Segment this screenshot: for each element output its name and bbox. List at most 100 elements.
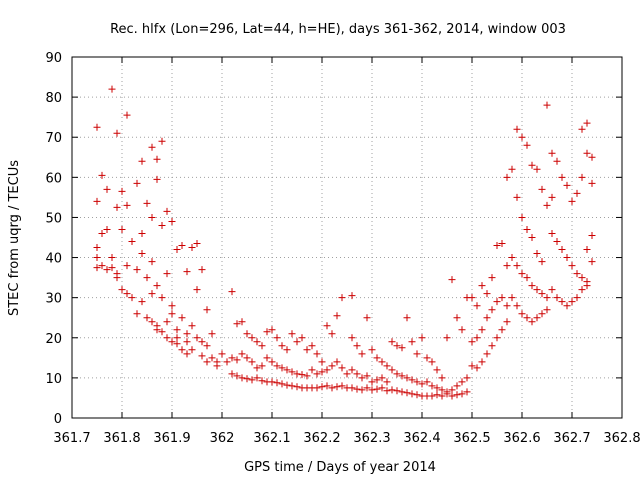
data-point-marker — [378, 374, 386, 382]
data-point-marker — [238, 374, 246, 382]
data-point-marker — [408, 390, 416, 398]
data-point-marker — [168, 217, 176, 225]
data-point-marker — [308, 366, 316, 374]
data-point-marker — [278, 342, 286, 350]
data-point-marker — [118, 187, 126, 195]
data-point-marker — [183, 338, 191, 346]
data-point-marker — [123, 262, 131, 270]
data-point-marker — [93, 264, 101, 272]
data-point-marker — [548, 286, 556, 294]
data-point-marker — [578, 173, 586, 181]
data-point-marker — [268, 358, 276, 366]
data-point-marker — [568, 298, 576, 306]
y-tick-label: 20 — [45, 332, 62, 347]
data-point-marker — [153, 282, 161, 290]
data-point-marker — [453, 382, 461, 390]
data-point-marker — [483, 350, 491, 358]
data-point-marker — [318, 383, 326, 391]
data-point-marker — [378, 384, 386, 392]
data-point-marker — [203, 342, 211, 350]
data-point-marker — [488, 342, 496, 350]
data-point-marker — [328, 384, 336, 392]
data-point-marker — [368, 378, 376, 386]
data-point-marker — [373, 376, 381, 384]
data-point-marker — [243, 354, 251, 362]
data-point-marker — [113, 203, 121, 211]
data-point-marker — [493, 334, 501, 342]
data-point-marker — [253, 364, 261, 372]
data-point-marker — [143, 314, 151, 322]
data-point-marker — [403, 374, 411, 382]
data-point-marker — [528, 234, 536, 241]
data-point-marker — [153, 155, 161, 163]
data-point-marker — [538, 290, 546, 298]
data-point-marker — [503, 302, 511, 310]
data-point-marker — [348, 384, 356, 392]
data-point-marker — [383, 378, 391, 386]
y-tick-label: 90 — [45, 51, 62, 66]
x-tick-label: 362.7 — [553, 431, 590, 446]
x-tick-label: 362.3 — [353, 431, 390, 446]
data-point-marker — [503, 173, 511, 181]
data-point-marker — [583, 119, 591, 127]
data-point-marker — [233, 356, 241, 364]
data-point-marker — [273, 362, 281, 370]
data-point-marker — [308, 342, 316, 350]
data-point-marker — [198, 266, 206, 274]
data-point-marker — [288, 330, 296, 338]
y-tick-label: 0 — [54, 412, 62, 427]
data-point-marker — [313, 370, 321, 378]
data-point-marker — [423, 378, 431, 386]
data-point-marker — [533, 314, 541, 322]
data-point-marker — [163, 318, 171, 326]
x-tick-label: 362.6 — [503, 431, 540, 446]
data-point-marker — [258, 377, 266, 385]
data-point-marker — [183, 350, 191, 358]
x-tick-label: 361.7 — [53, 431, 90, 446]
data-point-marker — [478, 326, 486, 334]
data-point-marker — [313, 350, 321, 358]
data-point-marker — [528, 161, 536, 169]
y-tick-labels: 0 10 20 30 40 50 60 70 80 90 — [45, 51, 62, 427]
data-point-marker — [533, 165, 541, 173]
data-point-marker — [473, 334, 481, 342]
data-point-marker — [183, 330, 191, 338]
data-point-marker — [483, 314, 491, 322]
data-point-marker — [273, 334, 281, 342]
data-point-marker — [588, 179, 596, 187]
data-point-marker — [583, 282, 591, 290]
data-point-marker — [553, 157, 561, 165]
data-point-marker — [453, 391, 461, 399]
data-point-marker — [148, 290, 156, 298]
data-point-marker — [448, 386, 456, 394]
data-point-marker — [498, 326, 506, 334]
data-point-marker — [558, 298, 566, 306]
data-point-marker — [568, 197, 576, 205]
data-point-marker — [263, 328, 271, 336]
data-point-marker — [118, 225, 126, 233]
data-point-marker — [123, 290, 131, 298]
data-point-marker — [193, 334, 201, 342]
data-point-marker — [428, 358, 436, 366]
data-point-marker — [328, 330, 336, 338]
data-point-marker — [198, 352, 206, 360]
data-point-marker — [293, 338, 301, 346]
data-point-marker — [178, 314, 186, 322]
data-point-marker — [263, 354, 271, 362]
data-point-marker — [393, 387, 401, 395]
data-point-marker — [238, 350, 246, 358]
data-point-marker — [348, 366, 356, 374]
data-point-marker — [128, 238, 136, 246]
data-point-marker — [588, 231, 596, 239]
data-point-marker — [158, 221, 166, 229]
data-point-marker — [498, 294, 506, 302]
data-point-marker — [383, 387, 391, 395]
data-point-marker — [353, 370, 361, 378]
data-point-marker — [143, 199, 151, 207]
data-point-marker — [368, 346, 376, 354]
data-point-marker — [578, 286, 586, 294]
data-point-marker — [313, 384, 321, 392]
data-point-marker — [283, 366, 291, 374]
data-point-marker — [438, 374, 446, 382]
data-point-marker — [153, 326, 161, 334]
